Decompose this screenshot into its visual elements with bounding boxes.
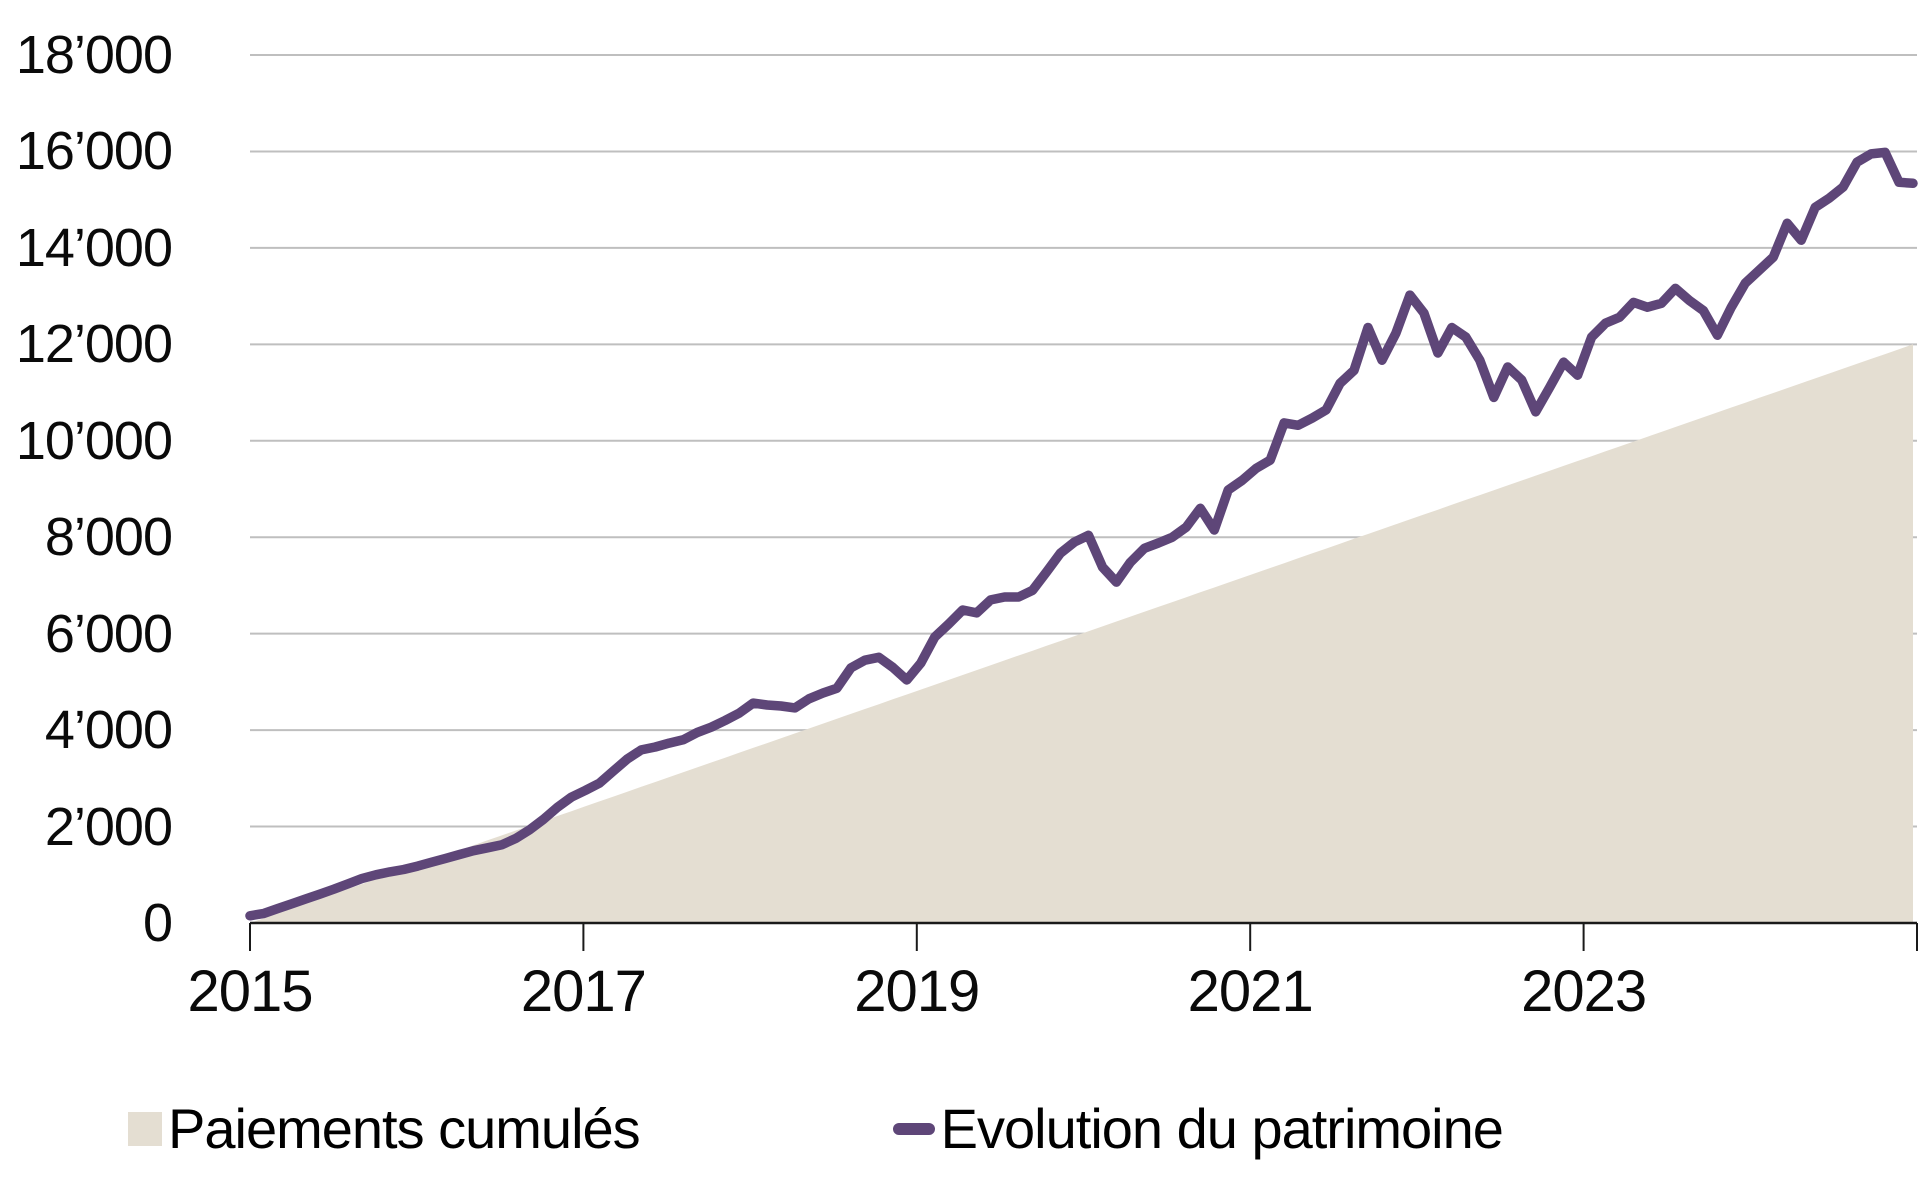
line-legend-dash-icon bbox=[892, 1122, 935, 1135]
y-tick-label: 12’000 bbox=[15, 314, 173, 375]
x-tick-label: 2017 bbox=[520, 959, 647, 1024]
paiements-cumules-area bbox=[250, 344, 1913, 923]
x-tick-label: 2023 bbox=[1521, 959, 1647, 1024]
y-tick-label: 14’000 bbox=[15, 217, 173, 278]
y-tick-label: 8’000 bbox=[44, 507, 173, 568]
x-tick-label: 2019 bbox=[854, 959, 980, 1024]
area-legend-swatch-icon bbox=[128, 1111, 162, 1146]
legend-item-evolution-patrimoine: Evolution du patrimoine bbox=[892, 1096, 1504, 1161]
legend: Paiements cumulés Evolution du patrimoin… bbox=[128, 1096, 1504, 1161]
y-tick-label: 16’000 bbox=[15, 121, 173, 182]
y-tick-label: 18’000 bbox=[15, 25, 173, 85]
legend-item-paiements-cumules: Paiements cumulés bbox=[128, 1096, 641, 1161]
y-tick-label: 6’000 bbox=[44, 603, 173, 664]
x-tick-label: 2021 bbox=[1187, 959, 1314, 1024]
y-tick-label: 2’000 bbox=[44, 796, 173, 857]
legend-label-paiements-cumules: Paiements cumulés bbox=[168, 1097, 641, 1160]
y-tick-label: 10’000 bbox=[15, 410, 173, 471]
y-tick-label: 0 bbox=[142, 893, 173, 953]
x-tick-label: 2015 bbox=[187, 959, 313, 1024]
y-tick-label: 4’000 bbox=[44, 700, 173, 761]
evolution-du-patrimoine-line bbox=[245, 147, 1918, 921]
legend-label-evolution-patrimoine: Evolution du patrimoine bbox=[940, 1097, 1504, 1160]
